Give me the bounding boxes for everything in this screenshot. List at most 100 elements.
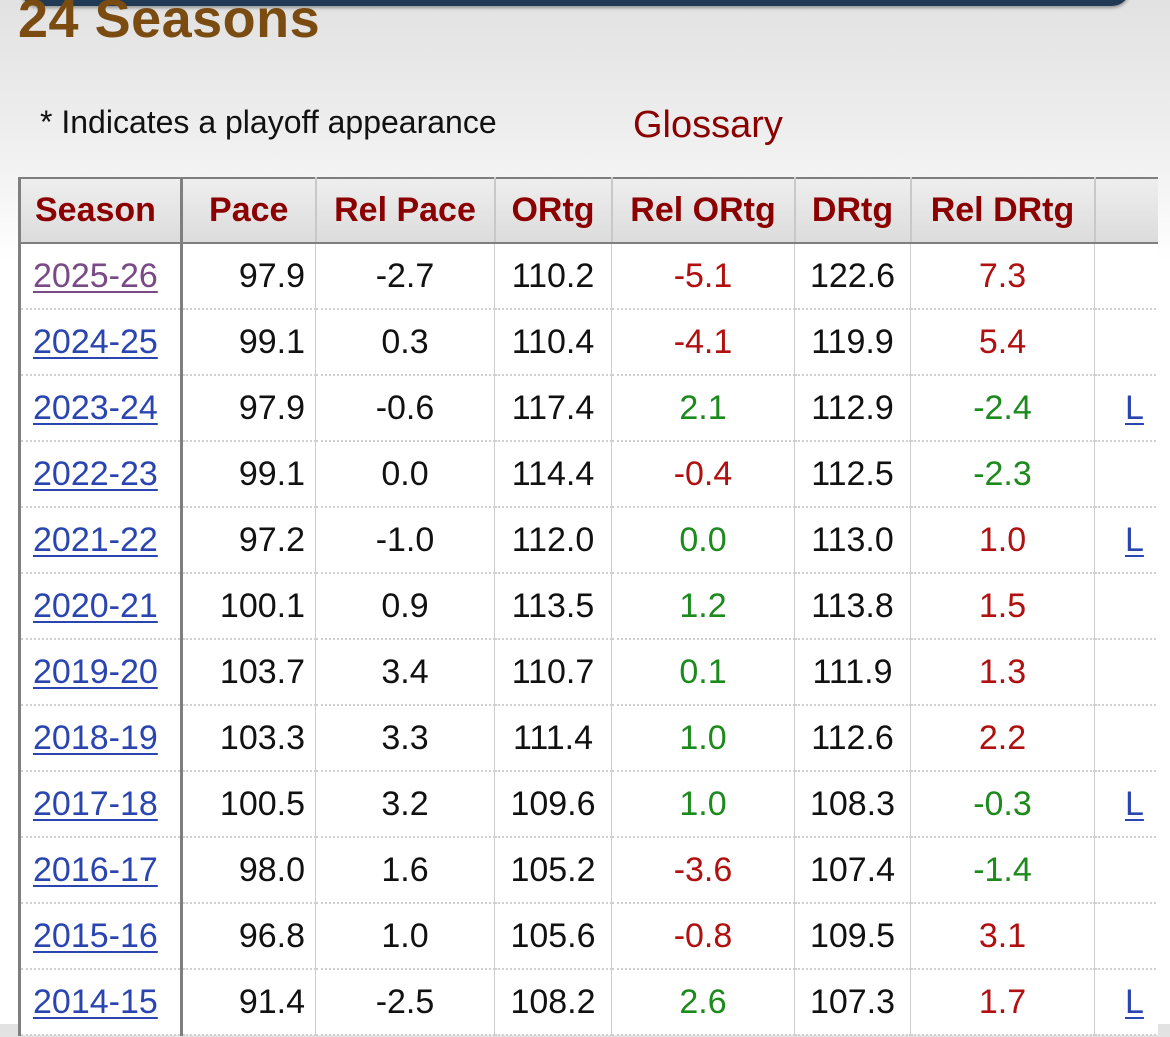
row-extra-link[interactable]: L xyxy=(1125,520,1144,559)
season-link[interactable]: 2020-21 xyxy=(33,586,158,625)
ortg-cell: 108.2 xyxy=(494,969,612,1036)
ortg-cell: 114.4 xyxy=(494,441,612,508)
season-link[interactable]: 2019-20 xyxy=(33,652,158,691)
table-row: 2018-19 103.3 3.3 111.4 1.0 112.6 2.2 xyxy=(18,705,1158,772)
extra-cell xyxy=(1094,705,1158,772)
table-row: 2015-16 96.8 1.0 105.6 -0.8 109.5 3.1 xyxy=(18,903,1158,970)
season-link[interactable]: 2023-24 xyxy=(33,388,158,427)
seasons-table: Season Pace Rel Pace ORtg Rel ORtg DRtg … xyxy=(18,177,1158,1036)
drtg-cell: 107.3 xyxy=(794,969,911,1036)
pace-cell: 99.1 xyxy=(181,309,316,376)
rel-ortg-cell: -5.1 xyxy=(611,243,795,310)
table-row: 2014-15 91.4 -2.5 108.2 2.6 107.3 1.7 L xyxy=(18,969,1158,1036)
playoff-note: * Indicates a playoff appearance xyxy=(40,104,497,140)
extra-cell xyxy=(1094,837,1158,904)
ortg-cell: 109.6 xyxy=(494,771,612,838)
season-link[interactable]: 2022-23 xyxy=(33,454,158,493)
table-row: 2025-26 97.9 -2.7 110.2 -5.1 122.6 7.3 xyxy=(18,243,1158,310)
season-link[interactable]: 2025-26 xyxy=(33,256,158,295)
table-body: 2025-26 97.9 -2.7 110.2 -5.1 122.6 7.3 2024-25 9… xyxy=(18,243,1158,1036)
table-row: 2020-21 100.1 0.9 113.5 1.2 113.8 1.5 xyxy=(18,573,1158,640)
season-link[interactable]: 2024-25 xyxy=(33,322,158,361)
pace-cell: 97.9 xyxy=(181,243,316,310)
table-row: 2016-17 98.0 1.6 105.2 -3.6 107.4 -1.4 xyxy=(18,837,1158,904)
season-link[interactable]: 2017-18 xyxy=(33,784,158,823)
rel-ortg-cell: 2.1 xyxy=(611,375,795,442)
column-header-rel-drtg[interactable]: Rel DRtg xyxy=(909,177,1096,244)
pace-cell: 103.7 xyxy=(181,639,316,706)
ortg-cell: 112.0 xyxy=(494,507,612,574)
pace-cell: 97.9 xyxy=(181,375,316,442)
column-header-rel-ortg[interactable]: Rel ORtg xyxy=(610,177,796,244)
table-row: 2019-20 103.7 3.4 110.7 0.1 111.9 1.3 xyxy=(18,639,1158,706)
extra-cell xyxy=(1094,309,1158,376)
season-link[interactable]: 2021-22 xyxy=(33,520,158,559)
extra-cell xyxy=(1094,243,1158,310)
seasons-table-container: Season Pace Rel Pace ORtg Rel ORtg DRtg … xyxy=(18,177,1158,1037)
table-row: 2017-18 100.5 3.2 109.6 1.0 108.3 -0.3 L xyxy=(18,771,1158,838)
season-cell: 2025-26 xyxy=(18,243,183,310)
season-cell: 2021-22 xyxy=(18,507,183,574)
table-header-row: Season Pace Rel Pace ORtg Rel ORtg DRtg … xyxy=(18,177,1158,244)
row-extra-link[interactable]: L xyxy=(1125,982,1144,1021)
column-header-pace[interactable]: Pace xyxy=(180,177,317,244)
column-header-ortg[interactable]: ORtg xyxy=(493,177,613,244)
drtg-cell: 113.0 xyxy=(794,507,911,574)
season-link[interactable]: 2015-16 xyxy=(33,916,158,955)
rel-pace-cell: -2.5 xyxy=(315,969,495,1036)
column-header-rel-pace[interactable]: Rel Pace xyxy=(314,177,496,244)
rel-pace-cell: -2.7 xyxy=(315,243,495,310)
drtg-cell: 111.9 xyxy=(794,639,911,706)
ortg-cell: 105.2 xyxy=(494,837,612,904)
table-row: 2023-24 97.9 -0.6 117.4 2.1 112.9 -2.4 L xyxy=(18,375,1158,442)
pace-cell: 96.8 xyxy=(181,903,316,970)
row-extra-link[interactable]: L xyxy=(1125,388,1144,427)
top-banner xyxy=(20,0,1130,6)
rel-pace-cell: 0.0 xyxy=(315,441,495,508)
season-cell: 2016-17 xyxy=(18,837,183,904)
rel-pace-cell: 0.9 xyxy=(315,573,495,640)
rel-drtg-cell: 1.5 xyxy=(910,573,1095,640)
drtg-cell: 109.5 xyxy=(794,903,911,970)
rel-pace-cell: -1.0 xyxy=(315,507,495,574)
season-link[interactable]: 2016-17 xyxy=(33,850,158,889)
rel-ortg-cell: -3.6 xyxy=(611,837,795,904)
rel-pace-cell: -0.6 xyxy=(315,375,495,442)
season-cell: 2024-25 xyxy=(18,309,183,376)
column-header-season[interactable]: Season xyxy=(18,177,183,244)
extra-cell: L xyxy=(1094,507,1158,574)
row-extra-link[interactable]: L xyxy=(1125,784,1144,823)
ortg-cell: 110.2 xyxy=(494,243,612,310)
rel-pace-cell: 1.6 xyxy=(315,837,495,904)
season-cell: 2020-21 xyxy=(18,573,183,640)
season-link[interactable]: 2014-15 xyxy=(33,982,158,1021)
rel-ortg-cell: -0.4 xyxy=(611,441,795,508)
column-header-extra xyxy=(1093,177,1158,244)
glossary-link[interactable]: Glossary xyxy=(633,104,783,146)
season-cell: 2015-16 xyxy=(18,903,183,970)
extra-cell xyxy=(1094,441,1158,508)
pace-cell: 100.1 xyxy=(181,573,316,640)
extra-cell xyxy=(1094,639,1158,706)
season-cell: 2019-20 xyxy=(18,639,183,706)
rel-drtg-cell: 1.7 xyxy=(910,969,1095,1036)
rel-ortg-cell: 1.2 xyxy=(611,573,795,640)
rel-drtg-cell: 2.2 xyxy=(910,705,1095,772)
table-row: 2021-22 97.2 -1.0 112.0 0.0 113.0 1.0 L xyxy=(18,507,1158,574)
season-cell: 2022-23 xyxy=(18,441,183,508)
extra-cell: L xyxy=(1094,969,1158,1036)
season-link[interactable]: 2018-19 xyxy=(33,718,158,757)
rel-ortg-cell: 1.0 xyxy=(611,705,795,772)
column-header-drtg[interactable]: DRtg xyxy=(793,177,912,244)
rel-pace-cell: 1.0 xyxy=(315,903,495,970)
rel-ortg-cell: -4.1 xyxy=(611,309,795,376)
rel-pace-cell: 3.2 xyxy=(315,771,495,838)
rel-ortg-cell: 2.6 xyxy=(611,969,795,1036)
rel-drtg-cell: 3.1 xyxy=(910,903,1095,970)
pace-cell: 100.5 xyxy=(181,771,316,838)
season-cell: 2018-19 xyxy=(18,705,183,772)
rel-drtg-cell: 5.4 xyxy=(910,309,1095,376)
extra-cell xyxy=(1094,903,1158,970)
rel-drtg-cell: 1.3 xyxy=(910,639,1095,706)
pace-cell: 103.3 xyxy=(181,705,316,772)
